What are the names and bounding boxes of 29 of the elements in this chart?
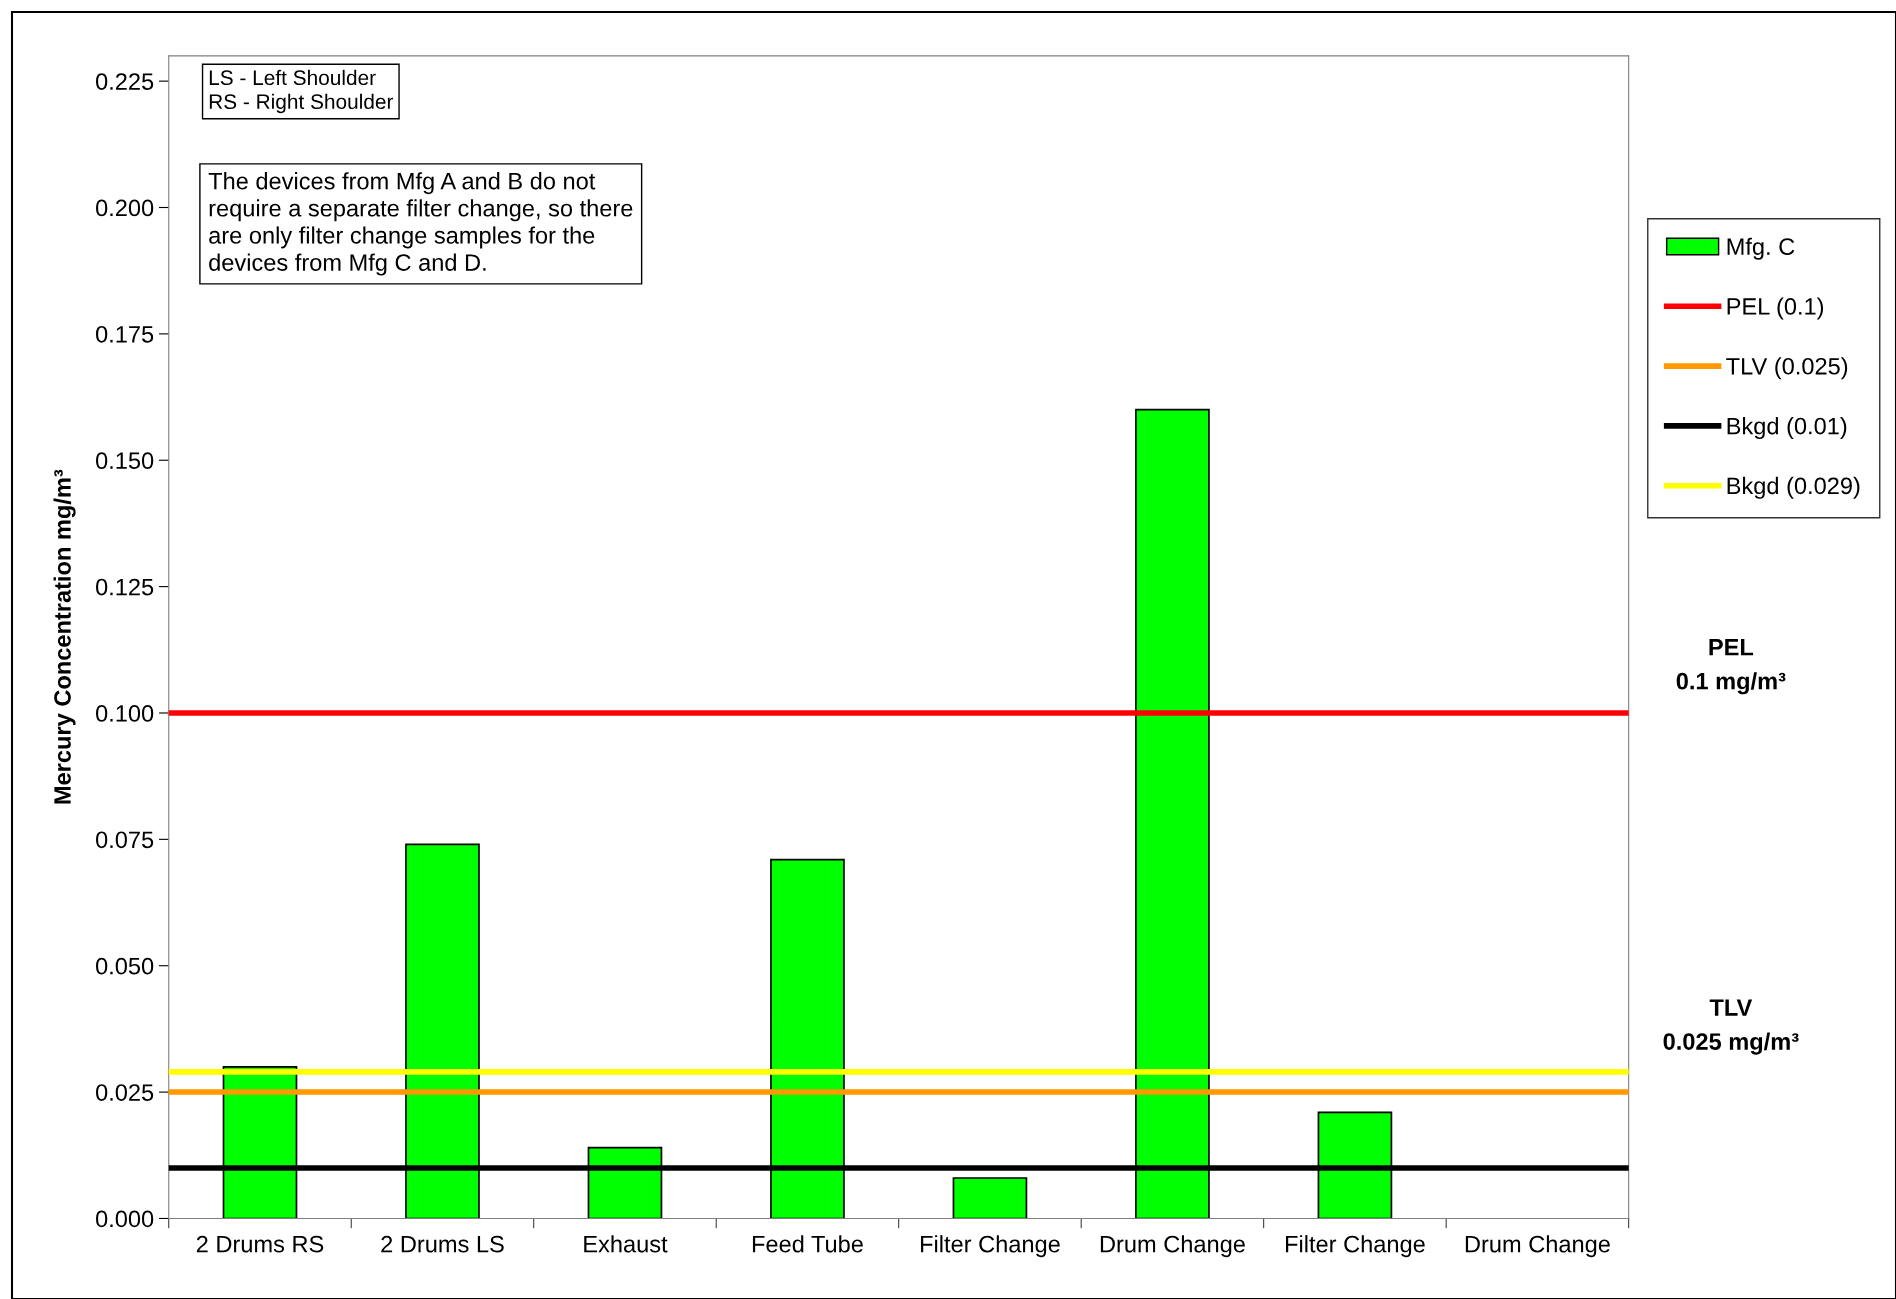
y-tick-label: 0.175 [96,325,154,343]
y-tick-label: 0.225 [96,73,154,90]
x-tick-label: Filter Change [921,1235,1060,1258]
text: PEL 0.1 mg/m³ [1676,639,1786,695]
y-tick-label: 0.150 [96,452,154,470]
legend-label: Bkgd (0.029) [1727,476,1860,499]
annotation: The devices from Mfg A and B do not require a separate filter change, so there are only filter change samples for the devices from Mfg C and D. [208,172,633,276]
x-tick-label: Drum Change [1465,1235,1610,1258]
y-tick-label: 0.125 [96,578,154,596]
y-tick-label: 0.000 [96,1210,154,1228]
legend-label: TLV (0.025) [1726,357,1848,380]
legend-label: Bkgd (0.01) [1727,417,1847,440]
text: TLV 0.025 mg/m³ [1663,999,1799,1055]
x-tick-label: 2 Drums LS [381,1235,504,1253]
y-axis-title: Mercury Concentration mg/m³ [53,469,76,804]
legend-label: PEL (0.1) [1727,297,1824,320]
y-tick-label: 0.025 [96,1084,154,1101]
annotation: LS - Left Shoulder RS - Right Shoulder [209,69,394,114]
legend-label: Mfg. C [1727,237,1795,260]
y-tick-label: 0.050 [96,957,154,975]
bar [952,1177,1028,1219]
y-tick-label: 0.075 [96,831,154,849]
y-tick-label: 0.200 [96,199,154,217]
y-tick-label: 0.100 [96,705,154,722]
x-tick-label: 2 Drums RS [196,1235,324,1253]
x-tick-label: Drum Change [1100,1235,1245,1258]
x-tick-label: Feed Tube [752,1235,863,1253]
x-tick-label: Exhaust [584,1235,668,1253]
x-tick-label: Filter Change [1286,1235,1425,1258]
